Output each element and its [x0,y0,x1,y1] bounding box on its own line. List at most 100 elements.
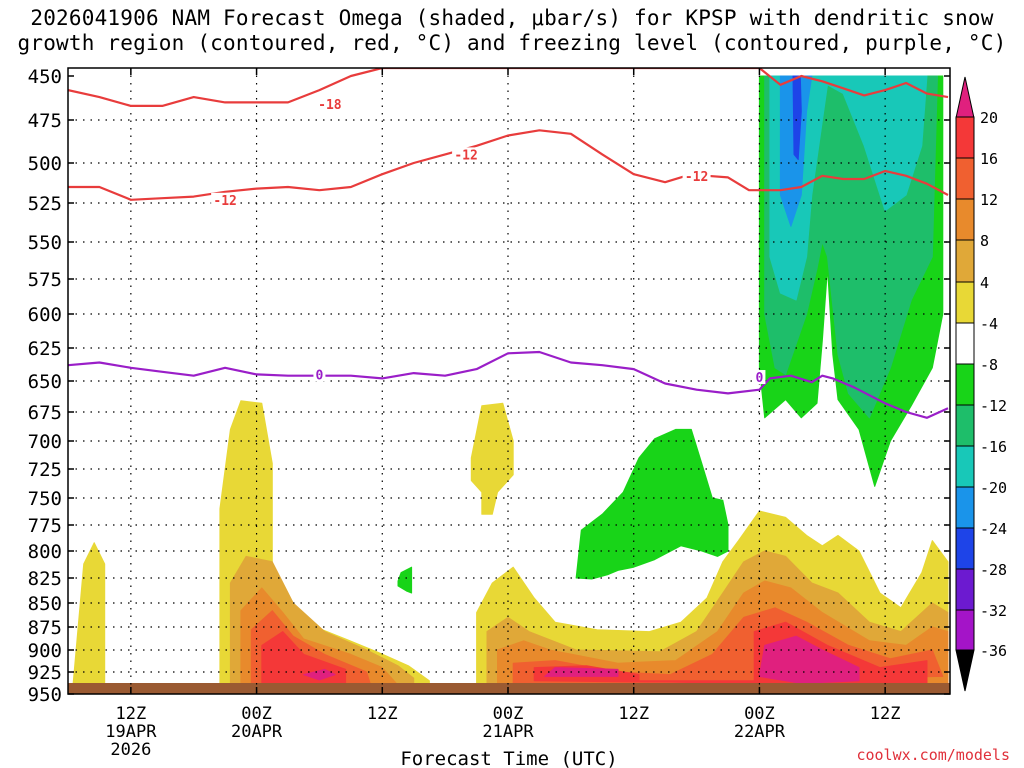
y-tick-label: 575 [28,269,62,291]
colorbar-segment-9 [955,486,975,529]
colorbar-label: -8 [980,356,998,374]
colorbar-label: 12 [980,191,998,209]
y-tick-label: 525 [28,193,62,215]
x-tick-label: 12Z [367,704,398,724]
omega-region-sinking-east-12 [769,75,928,301]
contour-label-minus18-top: -18 [716,51,740,66]
colorbar-segment-0 [955,116,975,159]
x-tick-label: 00Z [744,704,775,724]
colorbar-label: -32 [980,602,1007,620]
terrain-fill [68,683,950,694]
omega-shading [72,75,949,693]
contour-label-bg [313,367,326,382]
colorbar-label: 4 [980,274,989,292]
omega-region-sinking-small [397,566,413,594]
colorbar-segment-12 [955,609,975,651]
colorbar-segment-bottom [955,649,975,692]
x-tick-label: 20APR [231,722,283,742]
y-tick-label: 500 [28,153,62,175]
gridlines [68,68,950,694]
y-tick-label: 925 [28,662,62,684]
y-tick-label: 800 [28,541,62,563]
contour-label-bg [211,192,240,207]
x-tick-label: 00Z [241,704,272,724]
y-tick-label: 450 [28,66,62,88]
colorbar-segment-7 [955,404,975,447]
contour-label-zero: 0 [756,371,764,386]
colorbar-segment-11 [955,568,975,611]
y-axis: 450 475 500 525 550 575 600 625 650 675 700 725 750 7… [28,66,950,706]
colorbar-label: -12 [980,397,1007,415]
y-tick-label: 775 [28,515,62,537]
colorbar-label: -16 [980,438,1007,456]
y-tick-label: 475 [28,110,62,132]
colorbar-label: -4 [980,315,998,333]
omega-region-rising-700-blob [470,402,514,515]
y-tick-label: 875 [28,617,62,639]
x-tick-label: 12Z [870,704,901,724]
colorbar-segment-3 [955,239,975,283]
colorbar-segment-8 [955,445,975,488]
contour-label-bg [315,97,344,112]
omega-region-sinking-775 [575,428,729,580]
contour-label-minus12: -12 [454,148,477,163]
omega-region-rising-west [72,542,106,693]
colorbar-label: 20 [980,109,998,127]
y-tick-label: 950 [28,684,62,706]
colorbar-segment-10 [955,527,975,570]
contour-label-minus18-top: -18 [517,45,541,60]
colorbar-segment-top [955,76,975,119]
y-tick-label: 675 [28,402,62,424]
colorbar-segment-6 [955,363,975,406]
contour-minus18 [68,68,949,107]
contour-lines: -18 -18 -18 -12 -12 -12 0 0 [68,44,949,419]
colorbar-segment-5 [955,322,975,365]
y-tick-label: 850 [28,593,62,615]
colorbar-label: -28 [980,561,1007,579]
colorbar-label: -36 [980,642,1007,660]
contour-label-bg [515,44,543,58]
y-tick-label: 825 [28,568,62,590]
colorbar-label: 8 [980,232,989,250]
colorbar-label: 16 [980,150,998,168]
contour-label-minus12: -12 [213,194,236,209]
contour-label-bg [682,168,711,183]
x-tick-label: 22APR [734,722,786,742]
colorbar: 20 16 12 8 4 -4 -8 -12 -16 -20 -24 -28 -32 -36 [955,76,1007,692]
x-axis-label: Forecast Time (UTC) [400,748,617,768]
y-tick-label: 625 [28,338,62,360]
y-tick-label: 550 [28,232,62,254]
omega-region-rising-day2-core-a [544,667,619,677]
colorbar-segment-1 [955,157,975,200]
contour-label-zero: 0 [316,368,324,383]
contour-label-bg [714,50,742,64]
colorbar-label: -20 [980,479,1007,497]
site-credit: coolwx.com/models [856,746,1010,764]
contour-minus12 [68,129,949,201]
y-tick-label: 650 [28,371,62,393]
y-tick-label: 725 [28,459,62,481]
x-tick-label: 2026 [110,740,151,760]
contour-zero [68,350,949,419]
x-tick-label: 21APR [482,722,534,742]
y-tick-label: 700 [28,431,62,453]
x-tick-label: 12Z [115,704,146,724]
contour-label-minus18: -18 [318,98,342,113]
y-tick-label: 750 [28,488,62,510]
omega-region-rising-day1-core [303,668,336,681]
chart-title: 2026041906 NAM Forecast Omega (shaded, μ… [0,6,1024,56]
x-tick-label: 12Z [618,704,649,724]
contour-label-minus12: -12 [685,170,708,185]
y-tick-label: 600 [28,304,62,326]
x-tick-label: 00Z [493,704,524,724]
terrain-band [68,683,950,694]
y-tick-label: 900 [28,640,62,662]
x-tick-label: 19APR [105,722,157,742]
title-line-2: growth region (contoured, red, °C) and f… [17,31,1007,55]
contour-label-bg [753,370,766,385]
colorbar-label: -24 [980,520,1007,538]
contour-label-bg [452,147,481,162]
title-line-1: 2026041906 NAM Forecast Omega (shaded, μ… [30,6,994,30]
